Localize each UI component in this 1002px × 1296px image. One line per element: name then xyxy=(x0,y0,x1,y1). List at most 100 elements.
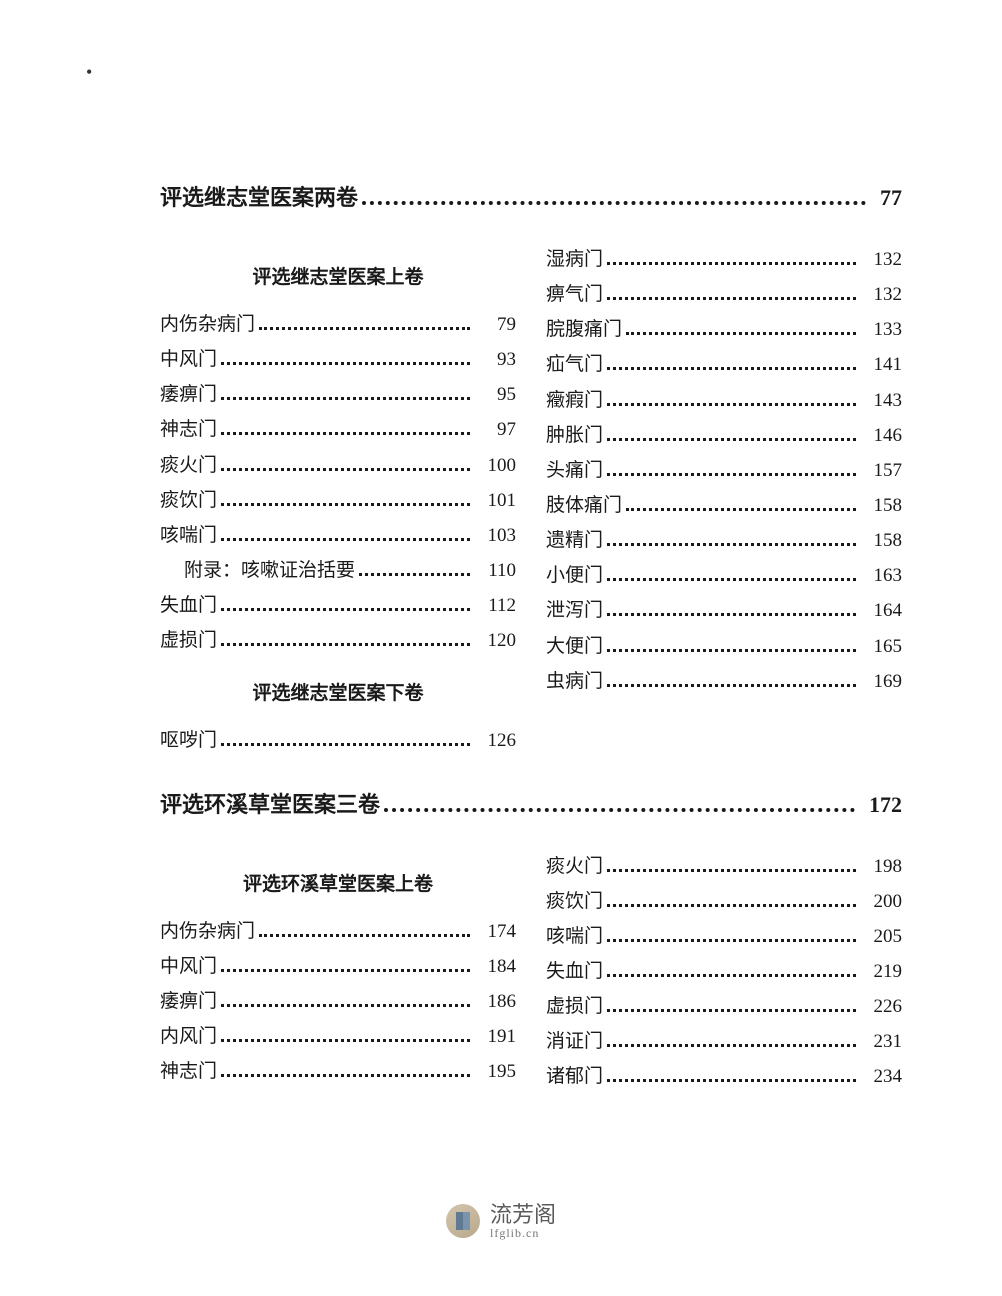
toc-entry: 肿胀门 146 xyxy=(546,418,902,453)
toc-entry: 痰火门198 xyxy=(546,849,902,884)
toc-entry: 呕哕门 126 xyxy=(160,723,516,758)
toc-column: 评选继志堂医案上卷内伤杂病门79中风门93痿痹门95神志门97痰火门100痰饮门… xyxy=(160,242,516,759)
toc-columns: 评选继志堂医案上卷内伤杂病门79中风门93痿痹门95神志门97痰火门100痰饮门… xyxy=(160,242,902,759)
toc-entry-title: 癥瘕门 xyxy=(546,383,603,418)
toc-entry: 头痛门157 xyxy=(546,453,902,488)
toc-entry-page: 163 xyxy=(860,558,902,593)
toc-entry-page: 169 xyxy=(860,664,902,699)
toc-entry-page: 143 xyxy=(860,383,902,418)
toc-entry-page: 133 xyxy=(860,312,902,347)
toc-entry-page: 219 xyxy=(860,954,902,989)
toc-entry: 虚损门226 xyxy=(546,989,902,1024)
toc-leader-dots xyxy=(221,961,470,971)
toc-entry-page: 164 xyxy=(860,593,902,628)
toc-entry-title: 虚损门 xyxy=(546,989,603,1024)
toc-entry: 疝气门141 xyxy=(546,347,902,382)
toc-entry-page: 101 xyxy=(474,483,516,518)
toc-entry-page: 157 xyxy=(860,453,902,488)
toc-entry: 痿痹门95 xyxy=(160,377,516,412)
toc-leader-dots xyxy=(221,1067,470,1077)
toc-entry: 大便门 165 xyxy=(546,629,902,664)
toc-leader-dots xyxy=(359,566,470,576)
toc-leader-dots xyxy=(221,425,470,435)
toc-leader-dots xyxy=(607,1072,856,1082)
toc-entry-page: 158 xyxy=(860,523,902,558)
toc-leader-dots xyxy=(607,360,856,370)
toc-leader-dots xyxy=(362,192,866,205)
toc-entry-title: 痰饮门 xyxy=(546,884,603,919)
toc-leader-dots xyxy=(221,996,470,1006)
toc-entry-title: 痹气门 xyxy=(546,277,603,312)
toc-leader-dots xyxy=(259,926,470,936)
toc-entry-page: 231 xyxy=(860,1024,902,1059)
toc-entry-title: 痰火门 xyxy=(160,448,217,483)
toc-column: 痰火门198痰饮门200咳喘门205失血门219虚损门226消证门231诸郁门2… xyxy=(546,849,902,1095)
toc-section-heading: 评选继志堂医案两卷77 xyxy=(160,180,902,212)
toc-leader-dots xyxy=(221,355,470,365)
toc-entry: 痰饮门200 xyxy=(546,884,902,919)
toc-leader-dots xyxy=(626,501,856,511)
toc-subheading: 评选环溪草堂医案上卷 xyxy=(160,869,516,896)
toc-leader-dots xyxy=(607,536,856,546)
page-tick-mark: • xyxy=(86,62,92,83)
toc-entry-title: 咳喘门 xyxy=(160,518,217,553)
toc-entry-page: 110 xyxy=(474,553,516,588)
toc-leader-dots xyxy=(607,395,856,405)
toc-leader-dots xyxy=(607,931,856,941)
watermark-en: lfglib.cn xyxy=(490,1227,556,1240)
toc-section-page: 77 xyxy=(870,185,902,211)
toc-entry-page: 191 xyxy=(474,1019,516,1054)
toc-entry: 神志门97 xyxy=(160,412,516,447)
toc-entry: 泄泻门164 xyxy=(546,593,902,628)
toc-leader-dots xyxy=(221,1032,470,1042)
toc-leader-dots xyxy=(607,255,856,265)
watermark: 流芳阁 lfglib.cn xyxy=(446,1203,556,1240)
toc-entry-page: 126 xyxy=(474,723,516,758)
toc-entry-title: 内伤杂病门 xyxy=(160,914,255,949)
toc-entry-page: 146 xyxy=(860,418,902,453)
toc-entry: 附录：咳嗽证治括要110 xyxy=(160,553,516,588)
toc-entry-title: 肢体痛门 xyxy=(546,488,622,523)
toc-entry-title: 失血门 xyxy=(160,588,217,623)
toc-leader-dots xyxy=(259,320,470,330)
toc-leader-dots xyxy=(607,641,856,651)
toc-leader-dots xyxy=(607,967,856,977)
toc-entry: 内伤杂病门79 xyxy=(160,307,516,342)
toc-entry-page: 198 xyxy=(860,849,902,884)
toc-leader-dots xyxy=(607,571,856,581)
toc-entry-title: 中风门 xyxy=(160,949,217,984)
toc-entry: 痰火门100 xyxy=(160,448,516,483)
toc-leader-dots xyxy=(607,1002,856,1012)
toc-entry-title: 痰饮门 xyxy=(160,483,217,518)
toc-column: 评选环溪草堂医案上卷内伤杂病门174中风门184痿痹门186内风门191神志门1… xyxy=(160,849,516,1095)
toc-entry-page: 165 xyxy=(860,629,902,664)
toc-entry-page: 158 xyxy=(860,488,902,523)
toc-entry-page: 174 xyxy=(474,914,516,949)
toc-entry-title: 遗精门 xyxy=(546,523,603,558)
toc-entry: 内风门 191 xyxy=(160,1019,516,1054)
toc-entry-page: 97 xyxy=(474,412,516,447)
toc-section-page: 172 xyxy=(859,792,902,818)
table-of-contents: 评选继志堂医案两卷77评选继志堂医案上卷内伤杂病门79中风门93痿痹门95神志门… xyxy=(160,180,902,1095)
toc-entry: 痿痹门186 xyxy=(160,984,516,1019)
toc-entry-title: 大便门 xyxy=(546,629,603,664)
toc-entry: 湿病门132 xyxy=(546,242,902,277)
toc-entry-title: 肿胀门 xyxy=(546,418,603,453)
toc-entry: 肢体痛门 158 xyxy=(546,488,902,523)
toc-entry: 诸郁门234 xyxy=(546,1059,902,1094)
toc-entry: 失血门219 xyxy=(546,954,902,989)
toc-entry: 脘腹痛门133 xyxy=(546,312,902,347)
toc-entry: 中风门 184 xyxy=(160,949,516,984)
toc-entry-page: 184 xyxy=(474,949,516,984)
toc-entry-title: 诸郁门 xyxy=(546,1059,603,1094)
toc-entry: 痹气门 132 xyxy=(546,277,902,312)
toc-entry: 小便门163 xyxy=(546,558,902,593)
toc-entry-title: 呕哕门 xyxy=(160,723,217,758)
toc-entry-page: 205 xyxy=(860,919,902,954)
toc-entry-title: 内风门 xyxy=(160,1019,217,1054)
toc-entry: 遗精门 158 xyxy=(546,523,902,558)
toc-columns: 评选环溪草堂医案上卷内伤杂病门174中风门184痿痹门186内风门191神志门1… xyxy=(160,849,902,1095)
toc-entry-page: 103 xyxy=(474,518,516,553)
toc-entry-title: 咳喘门 xyxy=(546,919,603,954)
toc-entry-page: 132 xyxy=(860,277,902,312)
